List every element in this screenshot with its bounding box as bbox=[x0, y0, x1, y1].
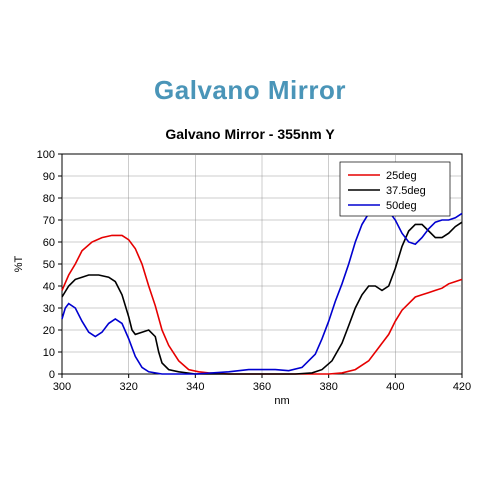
legend-label: 37.5deg bbox=[386, 185, 426, 197]
svg-text:70: 70 bbox=[43, 215, 55, 227]
chart-container: 0 10 20 30 40 50 60 70 80 90 100 300 320 340 360 380 400… bbox=[0, 142, 500, 472]
svg-text:300: 300 bbox=[53, 381, 71, 393]
svg-text:320: 320 bbox=[119, 381, 137, 393]
svg-text:80: 80 bbox=[43, 193, 55, 205]
svg-text:50: 50 bbox=[43, 259, 55, 271]
legend-label: 25deg bbox=[386, 170, 417, 182]
page: Galvano Mirror Galvano Mirror - 355nm Y … bbox=[0, 0, 500, 500]
svg-text:360: 360 bbox=[253, 381, 271, 393]
svg-text:40: 40 bbox=[43, 281, 55, 293]
svg-text:0: 0 bbox=[49, 369, 55, 381]
x-axis-label: nm bbox=[274, 395, 289, 407]
svg-text:20: 20 bbox=[43, 325, 55, 337]
svg-text:60: 60 bbox=[43, 237, 55, 249]
svg-text:340: 340 bbox=[186, 381, 204, 393]
svg-text:90: 90 bbox=[43, 171, 55, 183]
svg-text:380: 380 bbox=[319, 381, 337, 393]
transmission-chart: 0 10 20 30 40 50 60 70 80 90 100 300 320 340 360 380 400… bbox=[0, 142, 500, 442]
svg-text:100: 100 bbox=[37, 149, 55, 161]
legend-label: 50deg bbox=[386, 200, 417, 212]
svg-text:10: 10 bbox=[43, 347, 55, 359]
y-axis-label: %T bbox=[13, 255, 25, 272]
main-title: Galvano Mirror bbox=[0, 0, 500, 106]
svg-text:420: 420 bbox=[453, 381, 471, 393]
svg-text:400: 400 bbox=[386, 381, 404, 393]
svg-text:30: 30 bbox=[43, 303, 55, 315]
chart-title: Galvano Mirror - 355nm Y bbox=[0, 126, 500, 142]
